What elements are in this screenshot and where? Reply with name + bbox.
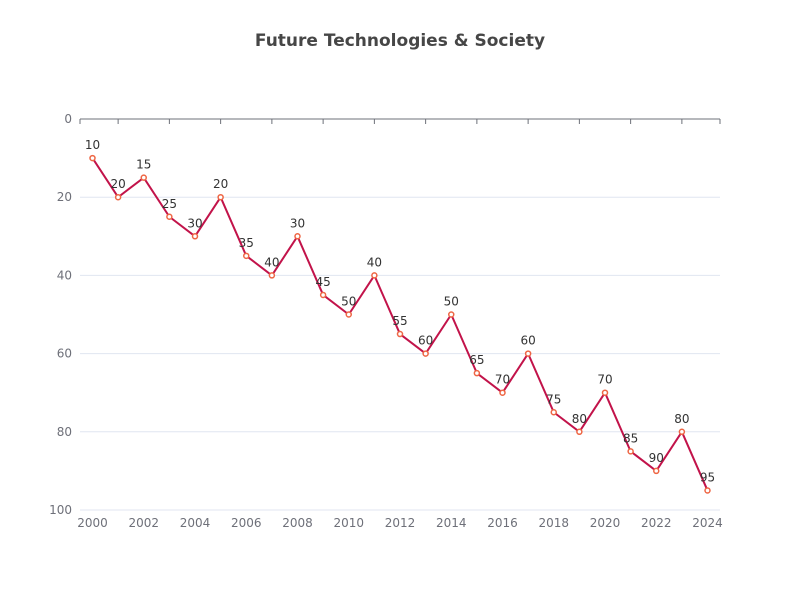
data-point [499,389,506,396]
data-label: 30 [290,216,305,230]
data-point [653,467,660,475]
data-point [89,154,96,162]
data-label: 50 [341,295,356,309]
data-label: 20 [110,177,125,191]
data-point [268,272,276,279]
x-tick-label: 2018 [538,516,569,530]
data-point [601,389,609,396]
data-point [704,487,711,494]
data-label: 80 [572,412,587,426]
data-label: 95 [700,470,715,484]
x-tick-label: 2016 [487,516,518,530]
x-tick-label: 2024 [692,516,723,530]
data-point [576,428,583,436]
x-tick-label: 2010 [333,516,364,530]
data-label: 10 [85,138,100,152]
data-point [166,213,173,220]
x-tick-label: 2008 [282,516,313,530]
data-point [448,311,455,318]
data-label: 40 [367,255,382,269]
x-tick-label: 2006 [231,516,262,530]
data-label: 60 [418,334,433,348]
data-label: 55 [392,314,407,328]
x-tick-label: 2012 [385,516,416,530]
data-point [371,272,378,279]
data-label: 85 [623,431,638,445]
x-tick-label: 2020 [590,516,621,530]
data-label: 45 [315,275,330,289]
data-point [396,330,404,338]
data-label: 25 [162,197,177,211]
data-label: 60 [520,334,535,348]
data-label: 35 [239,236,254,250]
x-tick-label: 2004 [180,516,211,530]
grid-lines [80,196,720,511]
data-point [627,448,634,455]
data-point [294,233,301,240]
y-tick-label: 100 [49,503,72,517]
data-point [524,350,532,357]
data-label: 80 [674,412,689,426]
data-point [191,233,199,240]
chart-title: Future Technologies & Society [254,31,546,51]
y-tick-label: 0 [64,112,72,126]
data-point [678,428,686,436]
data-point [217,193,224,201]
data-label: 65 [469,353,484,367]
y-tick-label: 20 [57,190,72,204]
data-point [243,252,250,260]
x-tick-label: 2022 [641,516,672,530]
data-label: 30 [187,216,202,230]
data-point [422,350,429,357]
data-label: 40 [264,255,279,269]
data-point [550,409,557,416]
data-label: 75 [546,392,561,406]
data-label: 15 [136,158,151,172]
data-point [140,174,147,181]
x-tick-label: 2000 [77,516,108,530]
data-labels: 10 20 15 25 30 20 35 40 30 45 50 40 55 60 50 65 70 60 75 80… [85,138,715,484]
data-label: 50 [444,295,459,309]
data-label: 70 [495,373,510,387]
y-tick-label: 80 [57,425,72,439]
data-point [114,193,122,201]
data-label: 90 [649,451,664,465]
y-tick-label: 40 [57,268,72,282]
x-tick-label: 2014 [436,516,467,530]
data-label: 70 [597,373,612,387]
data-point [473,369,481,377]
y-tick-label: 60 [57,347,72,361]
series [89,154,711,494]
x-tick-label: 2002 [128,516,159,530]
data-point [319,291,327,299]
data-point [345,311,352,318]
data-label: 20 [213,177,228,191]
